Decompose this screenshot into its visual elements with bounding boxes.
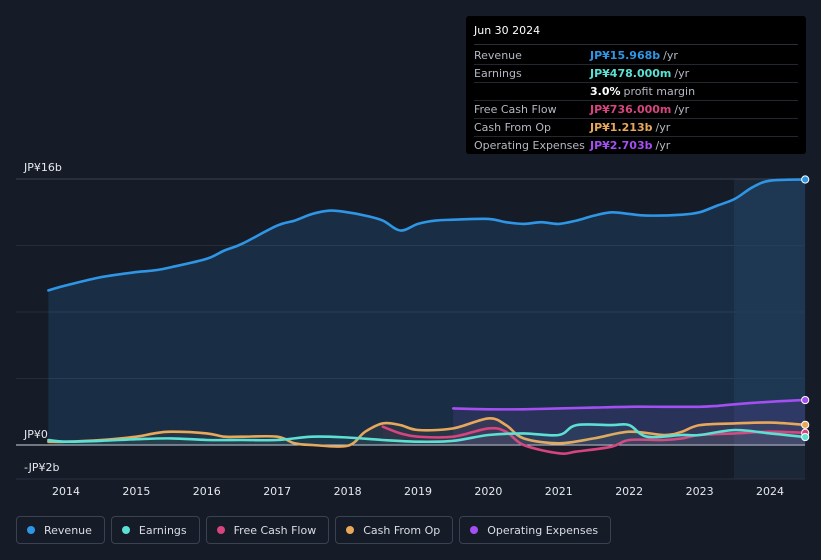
tooltip-value: 3.0% xyxy=(590,85,621,98)
revenue-line xyxy=(47,178,807,292)
x-tick-label: 2024 xyxy=(756,485,784,498)
tooltip-unit: profit margin xyxy=(623,85,696,98)
free-cash-flow-area xyxy=(382,426,806,454)
operating-expenses-end-point xyxy=(801,395,810,405)
x-tick-label: 2018 xyxy=(334,485,362,498)
legend-dot-icon xyxy=(470,526,479,534)
legend: Revenue Earnings Free Cash Flow Cash Fro… xyxy=(16,516,612,544)
tooltip-unit: /yr xyxy=(674,67,690,80)
earnings-end-point xyxy=(801,432,810,442)
tooltip-label: Operating Expenses xyxy=(474,139,585,152)
tooltip-value: JP¥736.000m xyxy=(590,103,672,116)
earnings-area xyxy=(48,424,806,445)
tooltip-label: Earnings xyxy=(474,67,522,80)
y-tick-label-top: JP¥16b xyxy=(24,161,62,174)
x-tick-label: 2014 xyxy=(52,485,80,498)
tooltip-label: Free Cash Flow xyxy=(474,103,557,116)
tooltip-unit: /yr xyxy=(674,103,690,116)
tooltip-unit: /yr xyxy=(655,121,671,134)
tooltip-row-profit-margin: 3.0% profit margin xyxy=(474,83,798,101)
legend-dot-icon xyxy=(121,526,130,534)
tooltip-date: Jun 30 2024 xyxy=(474,24,798,45)
tooltip-unit: /yr xyxy=(663,49,678,62)
chart-plot: 2014 2015 2016 2017 2018 2019 2020 2021 2022 2023… xyxy=(16,175,810,498)
tooltip-row-free-cash-flow: Free Cash Flow JP¥736.000m /yr xyxy=(474,101,798,119)
x-tick-label: 2023 xyxy=(686,485,714,498)
legend-label: Earnings xyxy=(138,523,187,537)
legend-dot-icon xyxy=(27,526,35,534)
tooltip-panel: Jun 30 2024 Revenue JP¥15.968b /yr Earni… xyxy=(466,16,806,154)
legend-dot-icon xyxy=(346,526,355,534)
legend-item-cash-from-op[interactable]: Cash From Op xyxy=(335,516,454,544)
tooltip-label xyxy=(474,83,590,100)
revenue-area xyxy=(48,179,806,445)
x-tick-label: 2020 xyxy=(474,485,502,498)
y-tick-label-bottom: -JP¥2b xyxy=(24,461,60,474)
past-data-band xyxy=(734,179,805,479)
legend-item-operating-expenses[interactable]: Operating Expenses xyxy=(459,516,612,544)
legend-label: Free Cash Flow xyxy=(233,523,317,537)
legend-item-free-cash-flow[interactable]: Free Cash Flow xyxy=(205,516,330,544)
y-tick-label-zero: JP¥0 xyxy=(24,428,48,441)
x-tick-label: 2017 xyxy=(263,485,291,498)
legend-item-revenue[interactable]: Revenue xyxy=(16,516,105,544)
legend-label: Revenue xyxy=(44,523,92,537)
x-tick-label: 2021 xyxy=(545,485,573,498)
tooltip-label: Cash From Op xyxy=(474,121,552,134)
operating-expenses-line xyxy=(451,398,807,411)
tooltip-row-earnings: Earnings JP¥478.000m /yr xyxy=(474,65,798,83)
x-tick-label: 2016 xyxy=(193,485,221,498)
x-tick-label: 2022 xyxy=(615,485,643,498)
legend-item-earnings[interactable]: Earnings xyxy=(110,516,200,544)
legend-label: Operating Expenses xyxy=(487,523,599,537)
tooltip-unit: /yr xyxy=(655,139,671,152)
tooltip-label: Revenue xyxy=(474,49,522,62)
earnings-line xyxy=(47,422,807,444)
tooltip-value: JP¥15.968b xyxy=(590,49,661,62)
x-tick-label: 2015 xyxy=(122,485,150,498)
tooltip-value: JP¥2.703b xyxy=(590,139,653,152)
tooltip-value: JP¥478.000m xyxy=(590,67,672,80)
tooltip-row-operating-expenses: Operating Expenses JP¥2.703b /yr xyxy=(474,137,798,154)
tooltip-row-revenue: Revenue JP¥15.968b /yr xyxy=(474,47,798,65)
cash-from-op-end-point xyxy=(801,420,810,429)
x-tick-label: 2019 xyxy=(404,485,432,498)
tooltip-value: JP¥1.213b xyxy=(590,121,653,134)
legend-label: Cash From Op xyxy=(363,523,441,537)
legend-dot-icon xyxy=(216,526,225,534)
cash-from-op-line xyxy=(47,417,807,448)
revenue-end-point xyxy=(801,175,810,184)
tooltip-row-cash-from-op: Cash From Op JP¥1.213b /yr xyxy=(474,119,798,137)
